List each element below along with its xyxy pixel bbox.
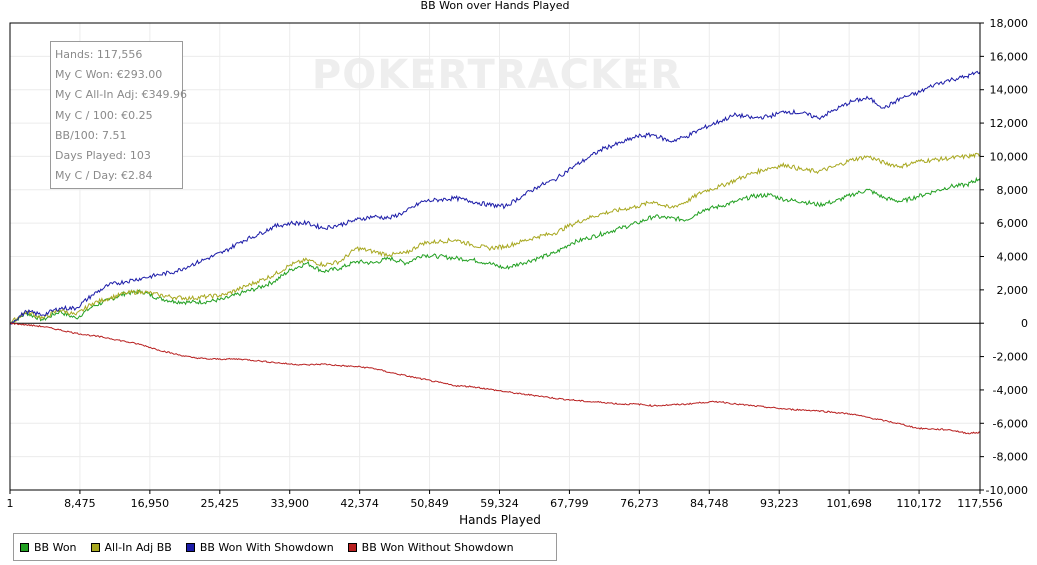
plot-border bbox=[9, 22, 981, 491]
y-tick-label: -8,000 bbox=[993, 451, 1028, 464]
y-tick-label: 2,000 bbox=[997, 284, 1029, 297]
legend-item-without-showdown[interactable]: BB Won Without Showdown bbox=[347, 540, 514, 554]
stat-per-100: My C / 100: €0.25 bbox=[55, 108, 153, 122]
series-line-bb-won bbox=[9, 176, 981, 324]
stats-box: Hands: 117,556 My C Won: €293.00 My C Al… bbox=[50, 41, 188, 189]
y-tick-label: 16,000 bbox=[990, 50, 1029, 63]
legend-item-with-showdown[interactable]: BB Won With Showdown bbox=[185, 540, 334, 554]
x-tick-label: 110,172 bbox=[896, 497, 942, 510]
x-tick-label: 50,849 bbox=[410, 497, 449, 510]
legend-label: BB Won With Showdown bbox=[199, 540, 334, 554]
y-tick-label: 8,000 bbox=[997, 184, 1029, 197]
stat-bb-per-100: BB/100: 7.51 bbox=[55, 128, 127, 142]
x-tick-label: 117,556 bbox=[957, 497, 1003, 510]
x-tick-label: 33,900 bbox=[270, 497, 309, 510]
x-tick-label: 8,475 bbox=[64, 497, 96, 510]
x-tick-label: 76,273 bbox=[620, 497, 659, 510]
legend-label: All-In Adj BB bbox=[104, 540, 172, 554]
y-tick-label: 18,000 bbox=[990, 17, 1029, 30]
legend-swatch bbox=[347, 542, 357, 552]
stat-per-day: My C / Day: €2.84 bbox=[55, 169, 153, 183]
x-tick-label: 1 bbox=[7, 497, 14, 510]
x-tick-label: 16,950 bbox=[131, 497, 170, 510]
legend-label: BB Won bbox=[34, 540, 77, 554]
legend-item-allin-adj[interactable]: All-In Adj BB bbox=[90, 540, 172, 554]
x-tick-label: 93,223 bbox=[760, 497, 799, 510]
y-tick-label: 12,000 bbox=[990, 117, 1029, 130]
chart-legend: BB Won All-In Adj BB BB Won With Showdow… bbox=[13, 533, 557, 561]
x-tick-label: 25,425 bbox=[201, 497, 240, 510]
y-tick-label: -2,000 bbox=[993, 351, 1028, 364]
x-tick-label: 84,748 bbox=[690, 497, 729, 510]
series-line-bb-won-with-showdown bbox=[9, 70, 981, 325]
y-tick-label: -10,000 bbox=[986, 484, 1028, 497]
y-tick-label: 6,000 bbox=[997, 217, 1029, 230]
stat-days-played: Days Played: 103 bbox=[55, 149, 151, 163]
legend-label: BB Won Without Showdown bbox=[361, 540, 514, 554]
x-tick-label: 42,374 bbox=[340, 497, 379, 510]
legend-swatch bbox=[185, 542, 195, 552]
y-tick-label: 14,000 bbox=[990, 84, 1029, 97]
chart-title: BB Won over Hands Played bbox=[421, 0, 570, 12]
x-tick-label: 59,324 bbox=[480, 497, 519, 510]
y-tick-label: 0 bbox=[1021, 317, 1028, 330]
x-axis-label: Hands Played bbox=[459, 513, 541, 527]
y-tick-label: -6,000 bbox=[993, 417, 1028, 430]
series-line-all-in-adj-bb bbox=[9, 152, 981, 324]
stat-allin-adj: My C All-In Adj: €349.96 bbox=[55, 88, 188, 102]
y-tick-label: 4,000 bbox=[997, 251, 1029, 264]
legend-swatch bbox=[90, 542, 100, 552]
stat-won: My C Won: €293.00 bbox=[55, 68, 163, 82]
y-tick-label: 10,000 bbox=[990, 150, 1029, 163]
legend-swatch bbox=[20, 542, 29, 552]
x-tick-label: 101,698 bbox=[826, 497, 872, 510]
series-line-bb-won-without-showdown bbox=[9, 322, 981, 435]
watermark: POKERTRACKER bbox=[312, 52, 682, 98]
stat-hands: Hands: 117,556 bbox=[55, 48, 143, 61]
x-tick-label: 67,799 bbox=[550, 497, 589, 510]
legend-item-bb-won[interactable]: BB Won bbox=[20, 541, 77, 554]
y-tick-label: -4,000 bbox=[993, 384, 1028, 397]
